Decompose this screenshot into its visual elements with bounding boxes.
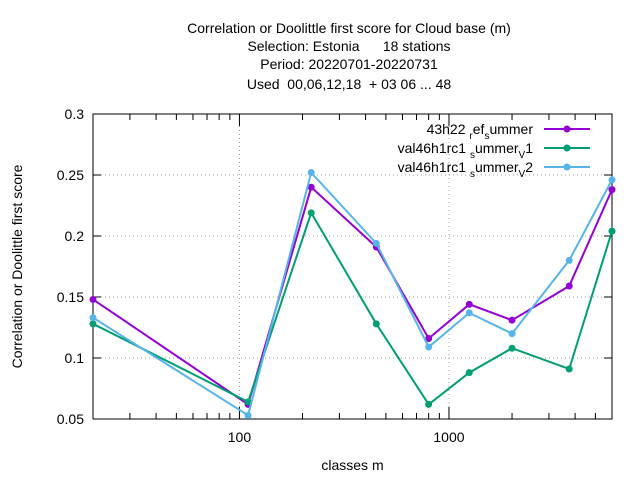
y-tick-label: 0.05 [57,411,84,427]
axis-ticks: 0.05 0.1 0.15 0.2 0.25 0.3 100 1000 [57,106,612,445]
data-point [307,209,315,217]
y-axis-label: Correlation or Doolittle first score [9,164,25,368]
data-point [89,320,97,328]
y-tick-label: 0.25 [57,167,84,183]
legend-text-part: 2 [525,159,533,175]
title-line-2: Selection: Estonia 18 stations [247,38,450,54]
x-axis-label: classes m [321,457,383,473]
data-point [244,398,252,406]
legend-label: val46h1rc1 summerV2 [398,159,534,180]
series-3 [89,169,616,419]
legend-marker [563,144,571,152]
data-point [565,256,573,264]
data-point [608,176,616,184]
title-line-4: Used 00,06,12,18 + 03 06 ... 48 [247,76,452,92]
data-point [244,411,252,419]
data-point [608,186,616,194]
legend-text-part: 1 [525,140,533,156]
data-point [508,316,516,324]
y-tick-label: 0.3 [65,106,85,122]
data-point [307,169,315,177]
data-point [89,295,97,303]
legend-marker [563,163,571,171]
y-tick-label: 0.15 [57,289,84,305]
data-point [508,330,516,338]
series-line [92,210,613,406]
legend-subscript: s [470,150,475,161]
legend-text-part: val46h1rc1 [398,140,470,156]
legend-item-1: 43h22 refsummer [427,121,590,142]
series-2 [89,209,616,408]
legend-text-part: 43h22 [427,121,470,137]
chart-title: Correlation or Doolittle first score for… [187,20,511,92]
legend-label: val46h1rc1 summerV1 [398,140,534,161]
grid-lines [93,114,612,419]
legend-subscript: s [484,131,489,142]
legend-item-3: val46h1rc1 summerV2 [398,159,590,180]
legend-label: 43h22 refsummer [427,121,534,142]
plot-frame [92,113,613,420]
data-point [465,309,473,317]
legend-marker [563,125,571,133]
data-point [425,334,433,342]
legend-item-2: val46h1rc1 summerV1 [398,140,590,161]
legend-text-part: ummer [475,140,519,156]
data-point [307,183,315,191]
series-line [92,170,613,417]
data-point [372,239,380,247]
legend-subscript: V [519,169,526,180]
y-tick-label: 0.2 [65,228,85,244]
data-point [565,282,573,290]
legend-text-part: ummer [475,159,519,175]
data-point [565,365,573,373]
legend-text-part: ef [473,121,485,137]
data-point [508,344,516,352]
data-point [425,400,433,408]
series-group [89,169,616,419]
data-point [89,314,97,322]
title-line-3: Period: 20220701-20220731 [260,56,438,72]
legend-text-part: ummer [489,121,533,137]
y-tick-label: 0.1 [65,350,85,366]
data-point [465,369,473,377]
data-point [608,227,616,235]
data-point [425,343,433,351]
series-line [92,185,613,406]
title-line-1: Correlation or Doolittle first score for… [187,20,511,36]
legend-subscript: s [470,169,475,180]
legend-subscript: V [519,150,526,161]
x-tick-label: 1000 [433,429,464,445]
legend-subscript: r [469,131,473,142]
data-point [372,320,380,328]
legend-text-part: val46h1rc1 [398,159,470,175]
data-point [465,300,473,308]
x-tick-label: 100 [228,429,252,445]
